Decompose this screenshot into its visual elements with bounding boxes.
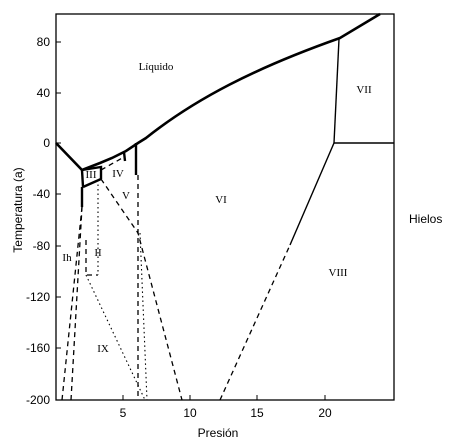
region-label-v: V: [122, 190, 130, 202]
y-tick-label: -160: [26, 341, 50, 355]
x-axis-title: Presión: [198, 426, 239, 440]
ice-vii-boundaries: [289, 38, 394, 246]
region-label-ii: II: [94, 247, 102, 259]
dashed-boundaries: [61, 156, 291, 401]
y-axis-title: Temperatura (a): [11, 167, 25, 252]
region-label-ih: Ih: [62, 252, 72, 264]
region-label-viii: VIII: [329, 267, 348, 279]
solid-boundaries: [80, 143, 138, 207]
y-axis: [56, 41, 61, 349]
y-tick-label: -80: [33, 239, 51, 253]
y-tick-label: 40: [37, 86, 51, 100]
dotted-boundaries: [85, 180, 148, 401]
y-tick-label: -200: [26, 393, 50, 407]
x-axis: [122, 395, 326, 400]
region-label-iv: IV: [112, 168, 124, 180]
y-tick-label: -40: [33, 187, 51, 201]
x-tick-label: 10: [183, 406, 197, 420]
y-tick-label: 0: [43, 136, 50, 150]
x-tick-label: 15: [250, 406, 264, 420]
region-label-iii: III: [86, 169, 97, 181]
melting-curve: [55, 12, 381, 172]
x-tick-label: 20: [318, 406, 332, 420]
y-tick-label: 80: [37, 35, 51, 49]
region-label-vi: VI: [215, 194, 227, 206]
region-label-ix: IX: [97, 343, 109, 355]
plot-frame: [55, 13, 395, 401]
x-tick-label: 5: [120, 406, 127, 420]
y-tick-label: -120: [26, 290, 50, 304]
region-label-vii: VII: [356, 84, 372, 96]
side-label-hielos: Hielos: [409, 212, 442, 226]
region-label-liquido: Líquido: [139, 61, 174, 73]
